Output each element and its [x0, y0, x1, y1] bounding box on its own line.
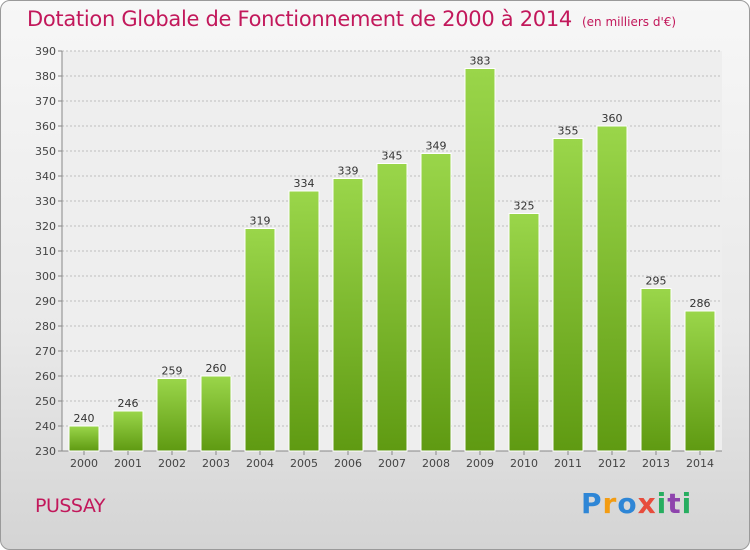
x-tick-label: 2006: [334, 457, 362, 470]
logo-letter: P: [581, 487, 603, 520]
logo-letter: x: [637, 487, 657, 520]
bar: [288, 190, 320, 452]
y-tick-label: 270: [35, 345, 56, 358]
logo-letter: r: [602, 487, 618, 520]
data-label: 334: [294, 177, 315, 190]
data-label: 260: [206, 362, 227, 375]
y-tick-label: 330: [35, 195, 56, 208]
x-tick-label: 2002: [158, 457, 186, 470]
y-tick-label: 390: [35, 45, 56, 58]
data-label: 345: [382, 150, 403, 163]
x-tick-label: 2005: [290, 457, 318, 470]
logo-letter: t: [667, 487, 682, 520]
x-tick-label: 2003: [202, 457, 230, 470]
bar: [552, 138, 584, 452]
logo-letter: o: [617, 487, 638, 520]
data-label: 259: [162, 365, 183, 378]
y-tick-label: 360: [35, 120, 56, 133]
x-tick-label: 2004: [246, 457, 274, 470]
y-tick-label: 340: [35, 170, 56, 183]
data-label: 286: [690, 297, 711, 310]
bar: [332, 178, 364, 452]
chart-subtitle: (en milliers d'€): [581, 15, 677, 29]
data-label: 355: [558, 125, 579, 138]
proxiti-logo: Proxiti: [581, 487, 692, 520]
bar: [420, 153, 452, 452]
y-tick-label: 310: [35, 245, 56, 258]
y-tick-label: 250: [35, 395, 56, 408]
y-tick-label: 380: [35, 70, 56, 83]
bar: [464, 68, 496, 452]
bar: [376, 163, 408, 452]
data-label: 339: [338, 165, 359, 178]
commune-name: PUSSAY: [35, 495, 105, 517]
chart-title-text: Dotation Globale de Fonctionnement de 20…: [27, 7, 572, 31]
y-tick-label: 230: [35, 445, 56, 458]
data-label: 240: [74, 412, 95, 425]
bar: [112, 410, 144, 452]
y-tick-label: 300: [35, 270, 56, 283]
x-tick-label: 2007: [378, 457, 406, 470]
bar: [596, 125, 628, 452]
bar: [244, 228, 276, 452]
x-tick-label: 2014: [686, 457, 714, 470]
x-tick-label: 2011: [554, 457, 582, 470]
x-tick-label: 2000: [70, 457, 98, 470]
x-tick-label: 2008: [422, 457, 450, 470]
x-tick-label: 2013: [642, 457, 670, 470]
data-label: 349: [426, 140, 447, 153]
x-tick-label: 2010: [510, 457, 538, 470]
data-label: 383: [470, 55, 491, 68]
data-label: 319: [250, 215, 271, 228]
bar: [640, 288, 672, 452]
y-tick-label: 290: [35, 295, 56, 308]
y-tick-label: 320: [35, 220, 56, 233]
logo-letter: i: [656, 487, 668, 520]
bar: [156, 378, 188, 452]
bar: [200, 375, 232, 452]
x-tick-label: 2009: [466, 457, 494, 470]
y-tick-label: 350: [35, 145, 56, 158]
data-label: 360: [602, 112, 623, 125]
logo-letter: i: [681, 487, 693, 520]
y-tick-label: 280: [35, 320, 56, 333]
x-tick-label: 2012: [598, 457, 626, 470]
chart-title: Dotation Globale de Fonctionnement de 20…: [27, 7, 676, 31]
y-tick-label: 240: [35, 420, 56, 433]
data-label: 325: [514, 200, 535, 213]
x-tick-label: 2001: [114, 457, 142, 470]
y-tick-label: 370: [35, 95, 56, 108]
bar: [508, 213, 540, 452]
data-label: 295: [646, 275, 667, 288]
bar: [684, 310, 716, 452]
bar: [68, 425, 100, 452]
y-tick-label: 260: [35, 370, 56, 383]
data-label: 246: [118, 397, 139, 410]
